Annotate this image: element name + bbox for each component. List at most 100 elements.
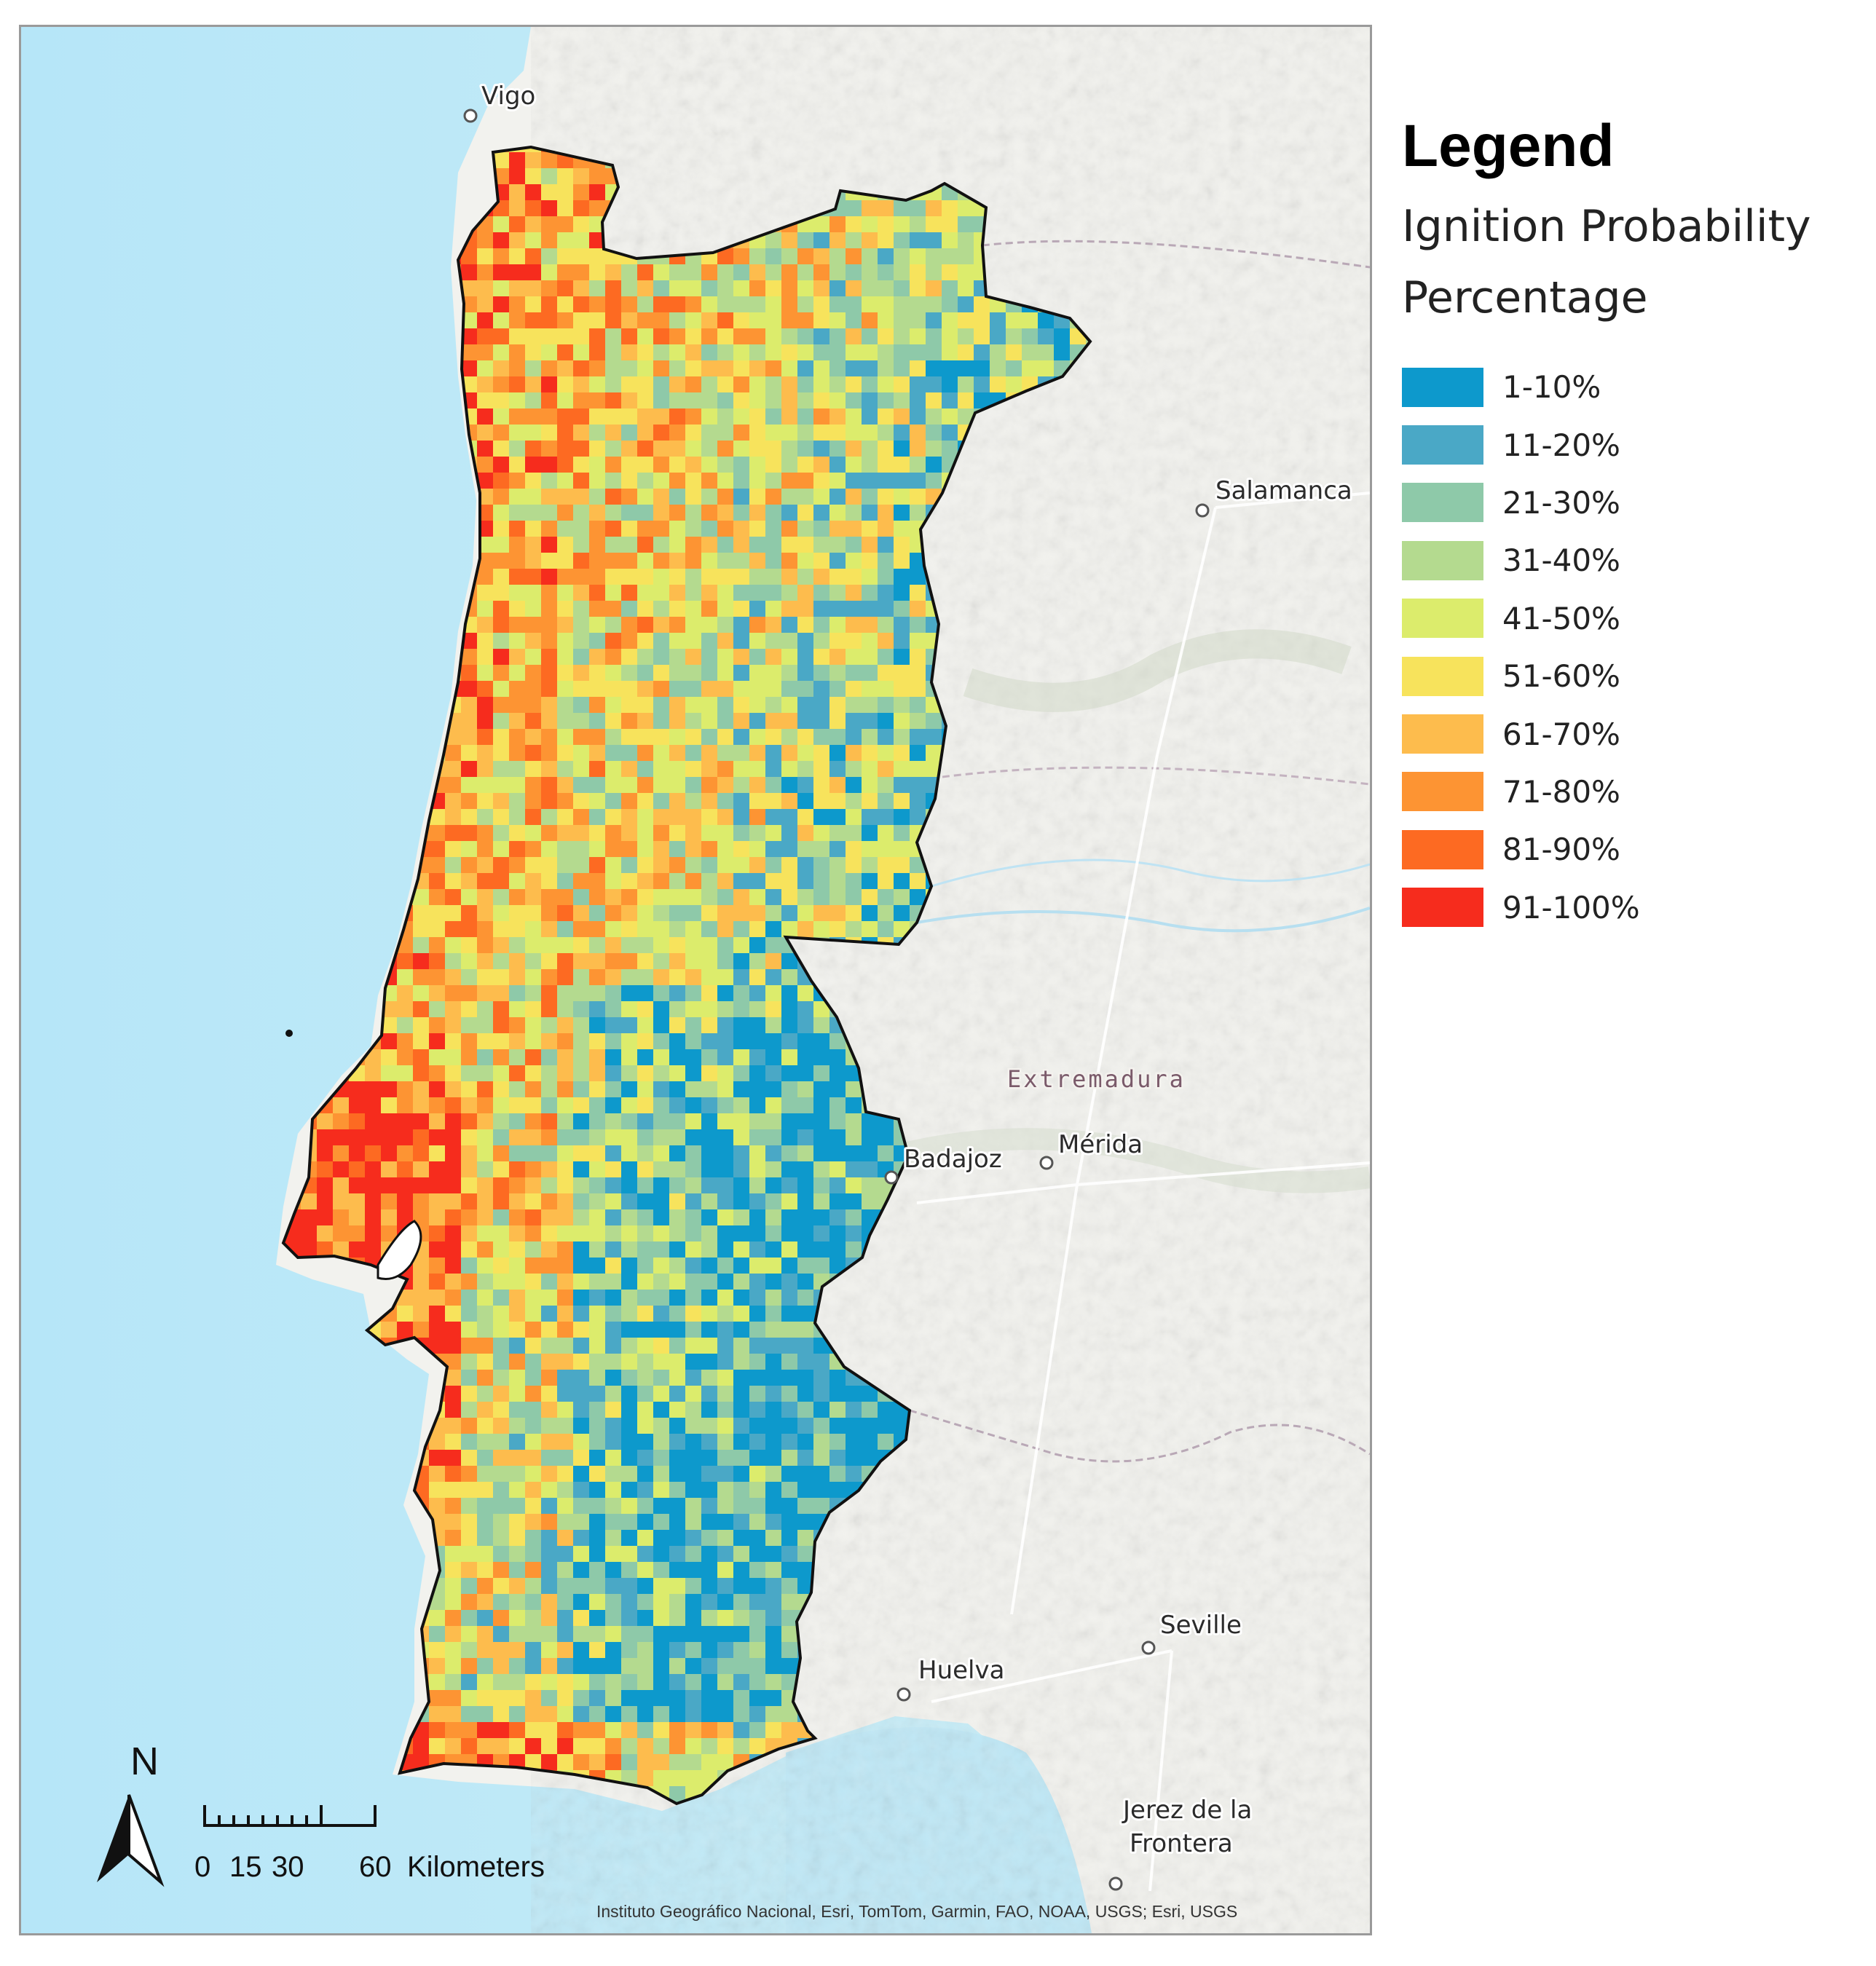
raster-cell [862,1386,878,1402]
raster-cell [605,585,621,601]
raster-cell [429,809,445,825]
raster-cell [605,1578,621,1594]
raster-cell [862,857,878,873]
raster-cell [525,553,541,569]
raster-cell [461,1530,477,1546]
raster-cell [765,809,781,825]
raster-cell [461,1258,477,1274]
raster-cell [701,1017,717,1033]
raster-cell [621,280,637,296]
raster-cell [797,745,813,761]
raster-cell [717,457,733,473]
raster-cell [525,1113,541,1129]
raster-cell [605,601,621,617]
raster-cell [926,713,942,729]
raster-cell [525,601,541,617]
raster-cell [621,521,637,537]
raster-cell [349,1145,365,1161]
raster-cell [605,1466,621,1482]
raster-cell [525,147,541,152]
raster-cell [733,793,749,809]
raster-cell [1006,328,1022,344]
raster-cell [541,360,557,376]
raster-cell [669,408,685,425]
raster-cell [621,1578,637,1594]
raster-cell [509,280,525,296]
raster-cell [846,1402,862,1418]
raster-cell [813,633,829,649]
raster-cell [685,360,701,376]
raster-cell [637,1322,653,1338]
raster-cell [829,264,846,280]
raster-cell [413,1145,429,1161]
raster-cell [685,1097,701,1113]
raster-cell [573,1177,589,1193]
raster-cell [685,1482,701,1498]
raster-cell [557,1145,573,1161]
raster-cell [637,857,653,873]
raster-cell [846,681,862,697]
raster-cell [669,713,685,729]
raster-cell [797,360,813,376]
raster-cell [910,280,926,296]
raster-cell [749,1097,765,1113]
raster-cell [797,1338,813,1354]
raster-cell [589,1434,605,1450]
raster-cell [621,1258,637,1274]
raster-cell [589,841,605,857]
raster-cell [397,1145,413,1161]
raster-cell [653,392,669,408]
raster-cell [541,1626,557,1642]
raster-cell [573,1049,589,1065]
raster-cell [509,825,525,841]
raster-cell [509,1594,525,1610]
map-canvas[interactable]: Vigo Salamanca Extremadura Badajoz Mérid… [21,27,1370,1933]
raster-cell [878,1434,894,1450]
raster-cell [557,1258,573,1274]
raster-cell [701,1001,717,1017]
raster-cell [557,649,573,665]
raster-cell [942,200,958,216]
raster-cell [701,1578,717,1594]
raster-cell [717,505,733,521]
raster-cell [557,761,573,777]
raster-cell [829,505,846,521]
raster-cell [461,1081,477,1097]
raster-cell [605,1322,621,1338]
raster-cell [878,873,894,889]
raster-cell [349,1113,365,1129]
raster-cell [765,1626,781,1642]
raster-cell [685,1370,701,1386]
raster-cell [653,857,669,873]
raster-cell [637,1626,653,1642]
raster-cell [605,553,621,569]
raster-cell [589,937,605,953]
raster-cell [605,457,621,473]
raster-cell [621,809,637,825]
raster-cell [717,1498,733,1514]
raster-cell [637,1113,653,1129]
raster-cell [797,1578,813,1594]
raster-cell [445,1482,461,1498]
raster-cell [509,617,525,633]
raster-cell [525,280,541,296]
raster-cell [573,408,589,425]
raster-cell [621,1546,637,1562]
raster-cell [557,1418,573,1434]
raster-cell [589,889,605,905]
raster-cell [509,376,525,392]
raster-cell [413,1001,429,1017]
raster-cell [685,825,701,841]
raster-cell [525,809,541,825]
raster-cell [846,296,862,312]
raster-cell [717,473,733,489]
raster-cell [846,344,862,360]
raster-cell [765,264,781,280]
raster-cell [557,809,573,825]
raster-cell [701,1402,717,1418]
raster-cell [894,921,910,937]
raster-cell [381,1161,397,1177]
raster-cell [333,1193,349,1209]
raster-cell [942,360,958,376]
raster-cell [573,1466,589,1482]
